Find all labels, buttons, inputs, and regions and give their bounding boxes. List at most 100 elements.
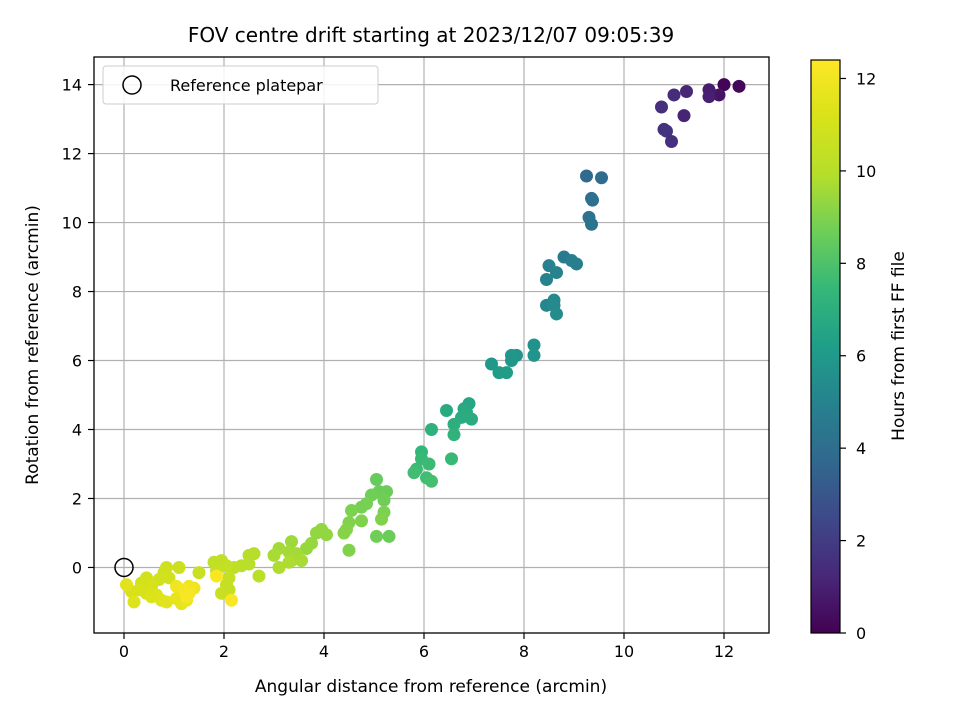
data-point	[267, 548, 281, 562]
data-point	[425, 423, 438, 437]
data-point	[220, 559, 233, 573]
data-point	[180, 590, 193, 604]
data-point	[677, 109, 691, 123]
x-tick-label: 0	[119, 642, 129, 661]
data-point	[505, 354, 518, 368]
x-tick-label: 6	[419, 642, 429, 661]
data-point	[712, 88, 726, 102]
data-point	[192, 566, 206, 580]
x-tick-label: 10	[614, 642, 634, 661]
colorbar-tick-label: 6	[856, 347, 866, 366]
data-point	[382, 529, 396, 543]
colorbar-ticks: 0 2 4 6 8 10 12	[840, 69, 876, 643]
data-point	[445, 452, 458, 466]
colorbar-tick-label: 10	[856, 162, 876, 181]
data-point	[145, 590, 158, 604]
data-point	[585, 217, 598, 231]
data-point	[655, 100, 668, 114]
data-point	[172, 560, 186, 574]
data-point	[370, 473, 383, 487]
plot-frame	[93, 56, 770, 634]
y-tick-label: 2	[72, 489, 82, 508]
legend-box	[102, 65, 379, 105]
data-point	[425, 474, 438, 488]
data-point	[680, 84, 693, 98]
legend-marker	[122, 75, 142, 95]
data-point	[285, 535, 298, 549]
data-point	[375, 512, 388, 526]
data-point	[527, 348, 541, 362]
data-point	[440, 404, 453, 418]
data-point	[702, 90, 716, 104]
data-point	[485, 357, 498, 371]
data-point	[215, 586, 228, 600]
y-tick-label: 14	[62, 76, 82, 95]
data-point	[127, 595, 141, 609]
data-point	[210, 569, 223, 583]
data-point	[282, 555, 296, 569]
data-point	[447, 428, 461, 442]
data-point	[377, 493, 391, 507]
y-tick-label: 0	[72, 558, 82, 577]
data-point	[570, 257, 583, 271]
x-tick-label: 12	[714, 642, 734, 661]
data-point	[355, 514, 368, 528]
colorbar-tick-label: 12	[856, 69, 876, 88]
data-point	[252, 569, 266, 583]
colorbar-gradient	[810, 59, 841, 634]
colorbar-tick-label: 4	[856, 439, 866, 458]
grid-lines	[94, 57, 769, 633]
colorbar-tick-label: 2	[856, 532, 866, 551]
data-point	[370, 529, 383, 543]
x-tick-label: 2	[219, 642, 229, 661]
data-point	[310, 526, 323, 540]
data-point	[342, 543, 356, 557]
data-point	[500, 366, 513, 380]
y-tick-label: 6	[72, 352, 82, 371]
data-point	[160, 595, 173, 609]
data-point	[295, 554, 308, 568]
data-points	[120, 78, 746, 611]
data-point	[667, 88, 681, 102]
data-point	[550, 266, 563, 280]
data-point	[540, 272, 553, 286]
data-point	[586, 193, 599, 207]
data-point	[320, 528, 333, 542]
data-point	[595, 171, 608, 185]
data-point	[345, 504, 358, 518]
data-point	[407, 466, 421, 480]
reference-platepar-marker	[114, 557, 134, 578]
data-point	[225, 593, 238, 607]
y-axis-ticks: 0 2 4 6 8 10 12 14	[62, 76, 94, 577]
data-point	[660, 124, 673, 138]
data-point	[355, 500, 368, 514]
data-point	[300, 541, 313, 555]
y-tick-label: 8	[72, 283, 82, 302]
data-point	[550, 307, 563, 321]
x-tick-label: 8	[519, 642, 529, 661]
data-point	[272, 560, 286, 574]
data-point	[162, 571, 176, 585]
data-point	[120, 578, 133, 592]
legend-entry-reference: Reference platepar	[170, 76, 323, 95]
y-tick-label: 4	[72, 421, 82, 440]
colorbar: 0 2 4 6 8 10 12 Hours from first FF file	[810, 59, 909, 643]
data-point	[717, 78, 731, 92]
x-axis-ticks: 0 2 4 6 8 10 12	[119, 633, 734, 661]
data-point	[465, 412, 478, 426]
chart-title: FOV centre drift starting at 2023/12/07 …	[188, 23, 674, 47]
legend: Reference platepar	[102, 65, 379, 105]
data-point	[732, 79, 746, 93]
data-point	[665, 135, 678, 149]
colorbar-label: Hours from first FF file	[889, 251, 909, 441]
data-point	[527, 338, 541, 352]
y-tick-label: 12	[62, 145, 82, 164]
data-point	[580, 169, 593, 183]
y-tick-label: 10	[62, 214, 82, 233]
x-axis-label: Angular distance from reference (arcmin)	[255, 677, 607, 697]
colorbar-tick-label: 8	[856, 254, 866, 273]
data-point	[422, 457, 436, 471]
colorbar-tick-label: 0	[856, 624, 866, 643]
data-point	[337, 526, 351, 540]
